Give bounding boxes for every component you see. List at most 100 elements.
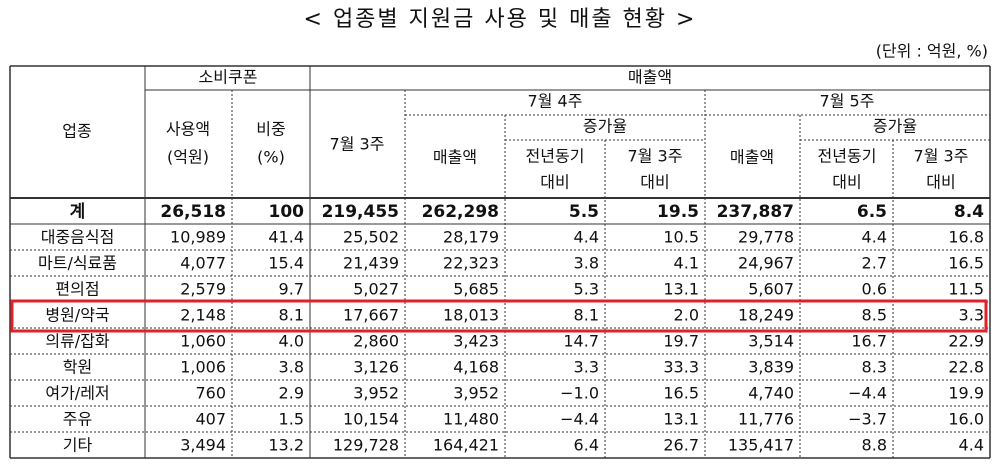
header-cell: (억원) bbox=[167, 148, 209, 167]
header-cell: 대비 bbox=[926, 173, 955, 192]
table-cell: 129,728 bbox=[333, 436, 399, 455]
table-header: 업종 소비쿠폰 사용액 (억원) 비중 (%) 매출액 7월 3주 7월 4주 … bbox=[62, 68, 968, 192]
table-cell: 3,839 bbox=[748, 358, 794, 377]
table-cell: 1,006 bbox=[180, 358, 226, 377]
table-cell: 13.1 bbox=[663, 280, 699, 299]
table-cell: 10,989 bbox=[170, 228, 226, 247]
row-label: 마트/식료품 bbox=[38, 254, 117, 273]
table-cell: 2,860 bbox=[353, 332, 399, 351]
table-cell: 33.3 bbox=[663, 358, 699, 377]
table-cell: −3.7 bbox=[848, 410, 887, 429]
table-cell: 407 bbox=[195, 410, 226, 429]
table-cell: 10.5 bbox=[663, 228, 699, 247]
table-cell: 3.3 bbox=[959, 306, 984, 325]
highlight-box bbox=[10, 299, 988, 333]
header-cell: 전년동기 bbox=[818, 147, 877, 166]
table-cell: 29,778 bbox=[738, 228, 794, 247]
table-cell: 41.4 bbox=[268, 228, 304, 247]
table-cell: 219,455 bbox=[322, 202, 399, 222]
table-cell: 2,579 bbox=[180, 280, 226, 299]
row-label: 기타 bbox=[63, 436, 93, 455]
table-cell: 11,480 bbox=[443, 410, 499, 429]
table-cell: 26,518 bbox=[160, 202, 226, 222]
table-cell: 8.1 bbox=[279, 306, 304, 325]
table-cell: 6.5 bbox=[857, 202, 887, 222]
header-cell: 대비 bbox=[832, 173, 861, 192]
header-cell: 매출액 bbox=[433, 148, 477, 167]
row-label: 주유 bbox=[63, 410, 92, 429]
table-cell: −4.4 bbox=[848, 384, 887, 403]
table-cell: 22.9 bbox=[948, 332, 984, 351]
table-cell: 4.4 bbox=[959, 436, 984, 455]
table-cell: 8.3 bbox=[862, 358, 887, 377]
table-cell: 28,179 bbox=[443, 228, 499, 247]
table-cell: 3,952 bbox=[453, 384, 499, 403]
table-cell: 8.4 bbox=[954, 202, 984, 222]
table-cell: 16.7 bbox=[851, 332, 887, 351]
row-label: 병원/약국 bbox=[45, 306, 109, 325]
table-cell: 3.8 bbox=[574, 254, 599, 273]
row-label: 편의점 bbox=[55, 280, 99, 299]
table-cell: 11.5 bbox=[948, 280, 984, 299]
table-cell: 4.4 bbox=[574, 228, 599, 247]
table-cell: 26.7 bbox=[663, 436, 699, 455]
table-cell: 24,967 bbox=[738, 254, 794, 273]
table-cell: 16.5 bbox=[948, 254, 984, 273]
table-cell: 18,013 bbox=[443, 306, 499, 325]
table-cell: 10,154 bbox=[343, 410, 399, 429]
table-cell: 3,514 bbox=[748, 332, 794, 351]
table-cell: 5,685 bbox=[453, 280, 499, 299]
header-cell: 전년동기 bbox=[526, 147, 585, 166]
table-cell: 3.8 bbox=[279, 358, 304, 377]
table-cell: 760 bbox=[195, 384, 226, 403]
table-cell: 5,027 bbox=[353, 280, 399, 299]
table-cell: 14.7 bbox=[563, 332, 599, 351]
table-cell: 5,607 bbox=[748, 280, 794, 299]
table-cell: 1.5 bbox=[279, 410, 304, 429]
table-lines bbox=[9, 65, 991, 459]
row-label: 여가/레저 bbox=[45, 384, 109, 403]
table-cell: 8.1 bbox=[574, 306, 599, 325]
table-cell: 4,077 bbox=[180, 254, 226, 273]
table-cell: 21,439 bbox=[343, 254, 399, 273]
header-cell: 7월 3주 bbox=[628, 147, 683, 166]
table-cell: 19.9 bbox=[948, 384, 984, 403]
table-cell: 8.8 bbox=[862, 436, 887, 455]
table-cell: 2.7 bbox=[862, 254, 887, 273]
table-cell: 5.3 bbox=[574, 280, 599, 299]
table-cell: 3,423 bbox=[453, 332, 499, 351]
header-cell: 증가율 bbox=[583, 117, 627, 136]
table-cell: −4.4 bbox=[560, 410, 599, 429]
table-cell: 19.7 bbox=[663, 332, 699, 351]
header-cell: 증가율 bbox=[873, 117, 917, 136]
table-cell: 4,740 bbox=[748, 384, 794, 403]
table-cell: 5.5 bbox=[569, 202, 599, 222]
table-cell: 4.0 bbox=[279, 332, 304, 351]
table-cell: 2.0 bbox=[674, 306, 699, 325]
row-label: 의류/잡화 bbox=[45, 332, 110, 351]
table-cell: 18,249 bbox=[738, 306, 794, 325]
table-cell: 13.1 bbox=[663, 410, 699, 429]
table-cell: 237,887 bbox=[717, 202, 794, 222]
table-cell: 6.4 bbox=[574, 436, 599, 455]
header-cell: (%) bbox=[257, 148, 285, 167]
row-label: 학원 bbox=[63, 358, 92, 377]
table-cell: 9.7 bbox=[279, 280, 304, 299]
header-cell: 매출액 bbox=[730, 148, 774, 167]
title: < 업종별 지원금 사용 및 매출 현황 > bbox=[304, 7, 697, 32]
table-cell: 0.6 bbox=[862, 280, 887, 299]
table-cell: 3,952 bbox=[353, 384, 399, 403]
table-cell: 3,494 bbox=[180, 436, 226, 455]
table-cell: 2,148 bbox=[180, 306, 226, 325]
table-cell: 16.8 bbox=[948, 228, 984, 247]
header-cell: 7월 4주 bbox=[528, 92, 583, 111]
header-cell: 업종 bbox=[62, 122, 91, 141]
table-cell: 8.5 bbox=[862, 306, 887, 325]
table-cell: 100 bbox=[269, 202, 305, 222]
table-cell: 135,417 bbox=[728, 436, 794, 455]
table-cell: 4.1 bbox=[674, 254, 699, 273]
header-cell: 사용액 bbox=[166, 120, 210, 139]
unit-note: (단위 : 억원, %) bbox=[876, 42, 988, 61]
table-cell: 22.8 bbox=[948, 358, 984, 377]
